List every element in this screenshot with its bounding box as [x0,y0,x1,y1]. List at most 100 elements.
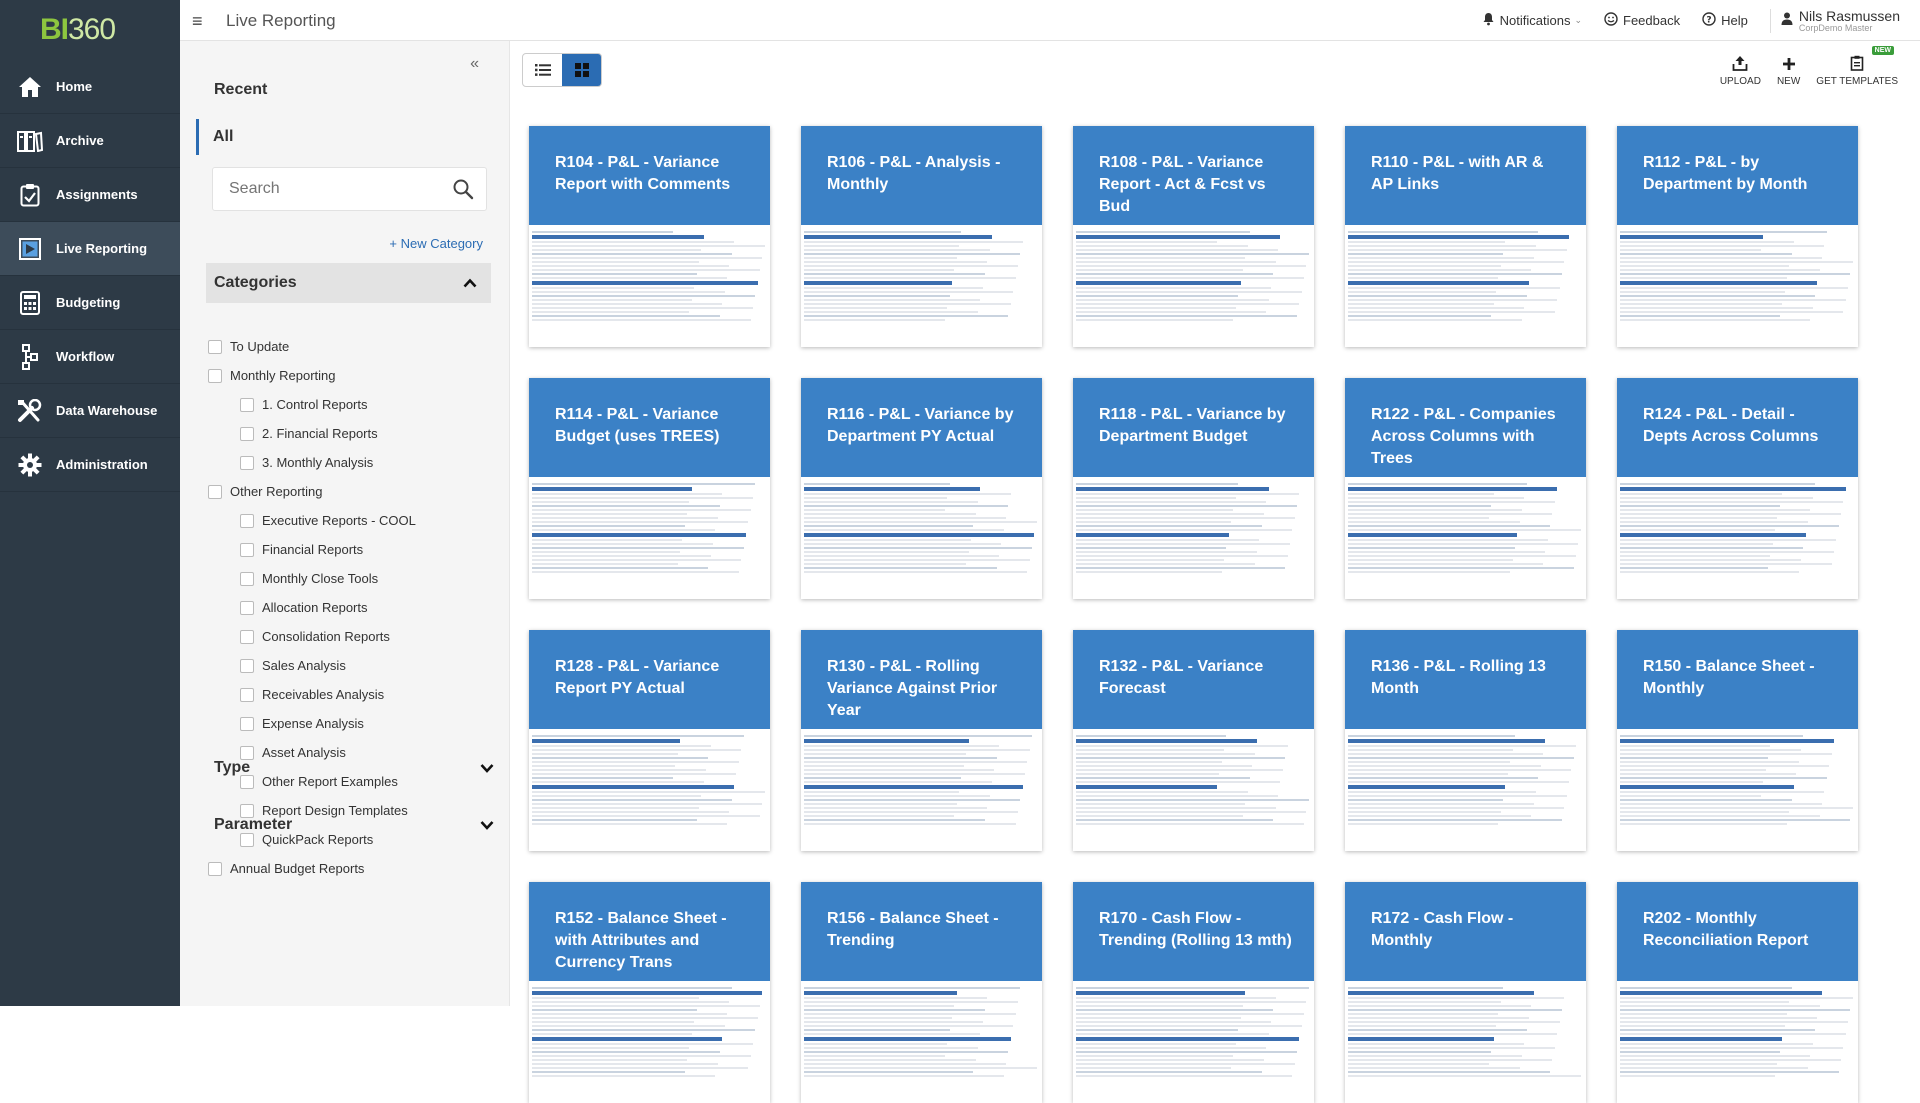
report-card-title: R118 - P&L - Variance by Department Budg… [1073,378,1314,477]
report-card[interactable]: R116 - P&L - Variance by Department PY A… [801,378,1042,599]
category-checkbox[interactable] [208,861,222,876]
category-item[interactable]: Sales Analysis [208,651,498,680]
plus-icon [1782,49,1796,71]
menu-toggle-icon[interactable]: ≡ [192,11,203,31]
category-item[interactable]: Other Reporting [208,477,498,506]
category-label: 1. Control Reports [262,397,368,412]
category-checkbox[interactable] [240,397,254,412]
category-item[interactable]: Report Design Templates [208,796,498,825]
report-card[interactable]: R150 - Balance Sheet - Monthly [1617,630,1858,851]
category-item[interactable]: To Update [208,332,498,361]
category-checkbox[interactable] [208,368,222,383]
category-checkbox[interactable] [240,455,254,470]
nav-item-live-reporting[interactable]: Live Reporting [0,222,180,276]
bell-icon [1482,12,1495,29]
category-item[interactable]: Asset Analysis [208,738,498,767]
category-checkbox[interactable] [240,513,254,528]
category-checkbox[interactable] [208,339,222,354]
report-card[interactable]: R114 - P&L - Variance Budget (uses TREES… [529,378,770,599]
report-card[interactable]: R104 - P&L - Variance Report with Commen… [529,126,770,347]
category-label: Receivables Analysis [262,687,385,702]
category-item[interactable]: Annual Budget Reports [208,854,498,883]
all-filter[interactable]: All [196,119,233,155]
category-item[interactable]: 3. Monthly Analysis [208,448,498,477]
user-company: CorpDemo Master [1798,22,1873,33]
category-item[interactable]: Executive Reports - COOL [208,506,498,535]
category-item[interactable]: Consolidation Reports [208,622,498,651]
category-item[interactable]: Receivables Analysis [208,680,498,709]
new-report-button[interactable]: NEW [1777,49,1800,87]
collapse-sidebar-icon[interactable]: « [470,55,479,72]
report-card[interactable]: R170 - Cash Flow - Trending (Rolling 13 … [1073,882,1314,1103]
nav-item-data-warehouse[interactable]: Data Warehouse [0,384,180,438]
report-card[interactable]: R136 - P&L - Rolling 13 Month [1345,630,1586,851]
category-checkbox[interactable] [208,484,222,499]
report-card[interactable]: R152 - Balance Sheet - with Attributes a… [529,882,770,1103]
report-card[interactable]: R112 - P&L - by Department by Month [1617,126,1858,347]
category-label: To Update [230,339,290,354]
nav-item-home[interactable]: Home [0,60,180,114]
category-checkbox[interactable] [240,658,254,673]
search-input[interactable] [229,180,449,198]
notifications-menu[interactable]: Notifications ⌄ [1482,12,1582,29]
nav-item-administration[interactable]: Administration [0,438,180,492]
report-card[interactable]: R132 - P&L - Variance Forecast [1073,630,1314,851]
nav-item-archive[interactable]: Archive [0,114,180,168]
bi360-logo[interactable]: BI360 [40,13,116,46]
category-item[interactable]: Expense Analysis [208,709,498,738]
report-card[interactable]: R106 - P&L - Analysis - Monthly [801,126,1042,347]
report-card-title: R108 - P&L - Variance Report - Act & Fcs… [1073,126,1314,225]
category-item[interactable]: 1. Control Reports [208,390,498,419]
report-card[interactable]: R108 - P&L - Variance Report - Act & Fcs… [1073,126,1314,347]
new-category-link[interactable]: + New Category [389,236,483,251]
category-checkbox[interactable] [240,542,254,557]
report-card[interactable]: R124 - P&L - Detail - Depts Across Colum… [1617,378,1858,599]
help-link[interactable]: ? Help [1702,12,1748,29]
get-templates-button[interactable]: NEW GET TEMPLATES [1816,46,1898,87]
type-filter-header[interactable]: Type [214,753,494,783]
category-item[interactable]: Allocation Reports [208,593,498,622]
category-checkbox[interactable] [240,687,254,702]
category-checkbox[interactable] [240,803,254,818]
categories-header[interactable]: Categories [206,263,491,303]
category-checkbox[interactable] [240,571,254,586]
report-card[interactable]: R118 - P&L - Variance by Department Budg… [1073,378,1314,599]
chevron-down-icon: ⌄ [1574,15,1583,25]
category-checkbox[interactable] [240,629,254,644]
category-item[interactable]: 2. Financial Reports [208,419,498,448]
nav-item-assignments[interactable]: Assignments [0,168,180,222]
upload-button[interactable]: UPLOAD [1720,49,1761,87]
category-item[interactable]: Monthly Reporting [208,361,498,390]
report-card[interactable]: R122 - P&L - Companies Across Columns wi… [1345,378,1586,599]
category-item[interactable]: Financial Reports [208,535,498,564]
chevron-down-icon [480,821,494,830]
nav-item-budgeting[interactable]: Budgeting [0,276,180,330]
search-icon[interactable] [452,178,474,205]
all-filter-label: All [213,128,234,145]
report-card[interactable]: R110 - P&L - with AR & AP Links [1345,126,1586,347]
category-checkbox[interactable] [240,832,254,847]
report-card[interactable]: R172 - Cash Flow - Monthly [1345,882,1586,1103]
report-card[interactable]: R202 - Monthly Reconciliation Report [1617,882,1858,1103]
report-card[interactable]: R128 - P&L - Variance Report PY Actual [529,630,770,851]
recent-filter[interactable]: Recent [214,81,268,98]
category-item[interactable]: Monthly Close Tools [208,564,498,593]
category-checkbox[interactable] [240,716,254,731]
calculator-icon [16,289,44,317]
grid-view-button[interactable] [562,54,601,86]
category-item[interactable]: QuickPack Reports [208,825,498,854]
parameter-filter-header[interactable]: Parameter [214,810,494,840]
category-checkbox[interactable] [240,426,254,441]
category-checkbox[interactable] [240,745,254,760]
feedback-link[interactable]: Feedback [1604,12,1680,29]
list-view-button[interactable] [523,54,562,86]
nav-item-workflow[interactable]: Workflow [0,330,180,384]
user-menu[interactable]: Nils Rasmussen CorpDemo Master [1769,8,1900,33]
report-card[interactable]: R156 - Balance Sheet - Trending [801,882,1042,1103]
report-card[interactable]: R130 - P&L - Rolling Variance Against Pr… [801,630,1042,851]
category-checkbox[interactable] [240,774,254,789]
report-card-title: R202 - Monthly Reconciliation Report [1617,882,1858,981]
category-item[interactable]: Other Report Examples [208,767,498,796]
category-checkbox[interactable] [240,600,254,615]
report-card-title: R112 - P&L - by Department by Month [1617,126,1858,225]
